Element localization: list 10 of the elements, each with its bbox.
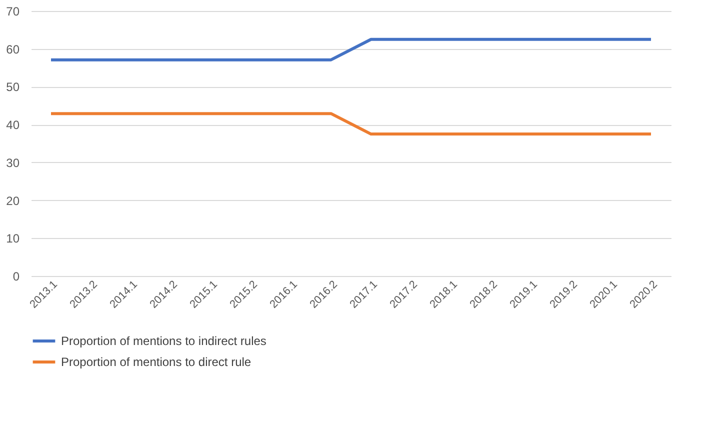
legend-label: Proportion of mentions to direct rule xyxy=(61,355,252,369)
y-tick-label: 20 xyxy=(6,194,20,208)
y-tick-label: 40 xyxy=(6,118,20,132)
y-tick-label: 30 xyxy=(6,156,20,170)
y-tick-label: 70 xyxy=(6,4,20,18)
y-tick-label: 0 xyxy=(12,270,20,284)
legend-label: Proportion of mentions to indirect rules xyxy=(61,334,266,348)
y-tick-label: 10 xyxy=(6,232,20,246)
y-tick-label: 60 xyxy=(6,42,20,56)
y-tick-label: 50 xyxy=(6,80,20,94)
